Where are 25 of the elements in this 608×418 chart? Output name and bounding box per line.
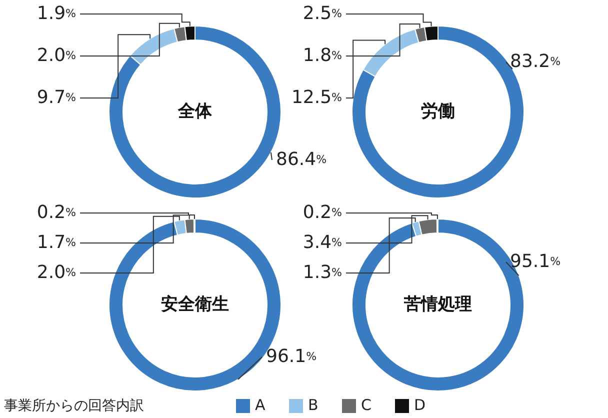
data-label: 86.4% bbox=[276, 148, 327, 170]
data-label: 2.0% bbox=[36, 44, 76, 66]
data-label: 0.2% bbox=[302, 202, 342, 223]
data-label: 9.7% bbox=[36, 86, 76, 108]
data-label: 12.5% bbox=[291, 86, 342, 108]
legend-label: A bbox=[255, 396, 266, 414]
data-label: 2.0% bbox=[36, 262, 76, 283]
text: 労働 bbox=[421, 102, 455, 122]
data-label: 3.4% bbox=[302, 232, 342, 253]
data-label: 2.5% bbox=[302, 2, 342, 24]
legend-label: D bbox=[414, 396, 426, 414]
text: 苦情処理 bbox=[403, 294, 472, 315]
data-label: 83.2% bbox=[510, 50, 561, 72]
legend-label: B bbox=[308, 396, 318, 414]
data-label: 95.1% bbox=[510, 250, 561, 272]
text: 全体 bbox=[177, 102, 213, 122]
data-label: 1.3% bbox=[302, 262, 342, 283]
legend-label: C bbox=[361, 396, 372, 414]
text: 安全衛生 bbox=[161, 294, 229, 315]
data-label: 96.1% bbox=[266, 346, 317, 367]
data-label: 1.9% bbox=[36, 2, 76, 24]
data-label: 0.2% bbox=[36, 202, 76, 223]
legend-title: 事業所からの回答内訳 bbox=[4, 398, 144, 414]
data-label: 1.7% bbox=[36, 232, 76, 253]
data-label: 1.8% bbox=[302, 44, 342, 66]
